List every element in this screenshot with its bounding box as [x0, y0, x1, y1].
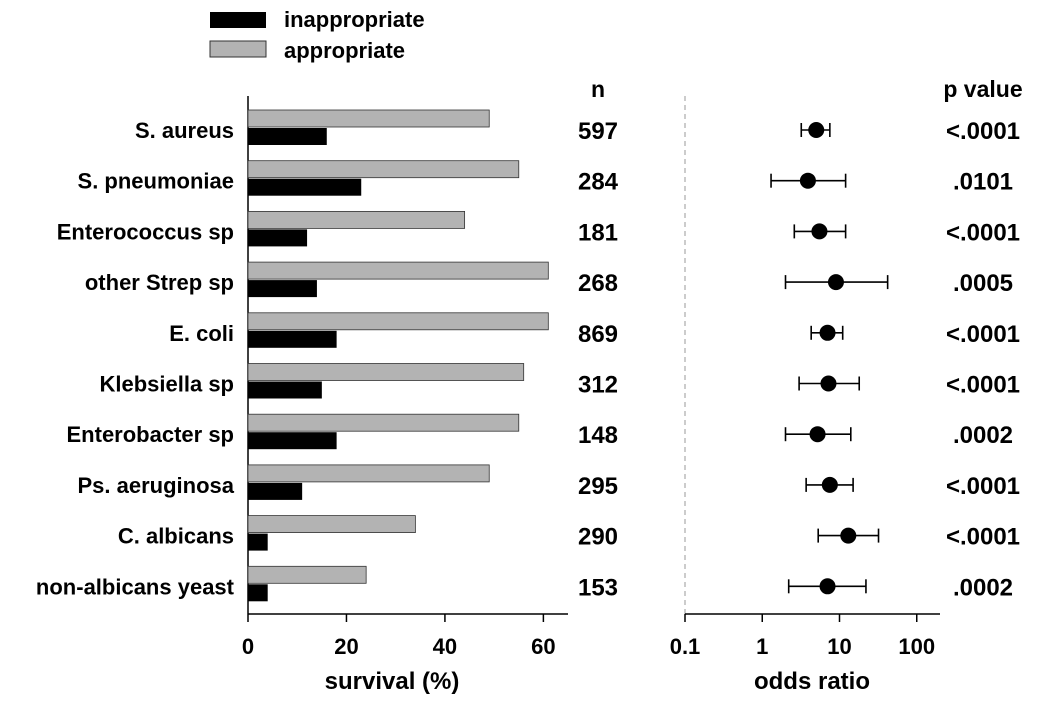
row: E. coli 869 <.0001	[169, 312, 1020, 348]
legend-label-inappropriate: inappropriate	[284, 7, 425, 32]
legend-label-appropriate: appropriate	[284, 38, 405, 63]
category-label: Enterobacter sp	[67, 422, 235, 447]
bar-inappropriate	[248, 330, 337, 348]
rows: S. aureus 597 <.0001 S. pneumoniae 284 .0101 E…	[36, 109, 1020, 602]
bar-appropriate	[247, 363, 525, 381]
row: Klebsiella sp 312 <.0001	[99, 363, 1020, 399]
n-value: 284	[578, 169, 619, 196]
category-label: E. coli	[169, 321, 234, 346]
category-label: non-albicans yeast	[36, 574, 235, 599]
bar-appropriate	[247, 210, 466, 229]
bar-appropriate	[247, 413, 520, 432]
bar-inappropriate	[248, 482, 303, 500]
category-label: S. pneumoniae	[78, 169, 234, 194]
n-value: 597	[578, 118, 618, 145]
p-value: .0005	[953, 270, 1013, 297]
n-value: 290	[578, 524, 618, 551]
bar-inappropriate	[248, 533, 268, 551]
p-value: <.0001	[946, 118, 1020, 145]
p-value-header: p value	[943, 76, 1022, 102]
odds-ratio-point	[808, 122, 825, 138]
p-value: .0002	[953, 574, 1013, 601]
legend-swatch-inappropriate	[210, 12, 266, 28]
row: C. albicans 290 <.0001	[118, 515, 1020, 551]
row: S. aureus 597 <.0001	[135, 109, 1020, 145]
n-value: 312	[578, 372, 618, 399]
category-label: S. aureus	[135, 118, 234, 143]
bar-appropriate	[247, 109, 490, 128]
odds-ratio-point	[819, 578, 836, 595]
bar-x-tick-label: 20	[334, 634, 358, 659]
p-value: .0002	[953, 422, 1013, 449]
p-value: <.0001	[946, 321, 1020, 348]
odds-ratio-point	[819, 324, 836, 341]
row: Enterococcus sp 181 <.0001	[57, 210, 1020, 247]
p-value: <.0001	[946, 473, 1020, 500]
n-header: n	[591, 76, 605, 102]
odds-ratio-point	[827, 274, 844, 291]
forest-x-tick-label: 100	[898, 634, 935, 659]
n-value: 148	[578, 422, 618, 449]
odds-ratio-point	[811, 223, 828, 240]
category-label: Ps. aeruginosa	[77, 473, 234, 498]
odds-ratio-point	[820, 375, 837, 392]
bar-inappropriate	[248, 229, 308, 247]
n-value: 869	[578, 321, 618, 348]
row: S. pneumoniae 284 .0101	[78, 160, 1013, 196]
odds-ratio-point	[840, 527, 857, 544]
n-value: 153	[578, 574, 618, 601]
bar-inappropriate	[248, 128, 327, 145]
category-label: other Strep sp	[85, 270, 234, 295]
n-value: 181	[578, 219, 618, 246]
n-value: 268	[578, 270, 618, 297]
bar-appropriate	[247, 312, 549, 331]
bar-x-ticks: 0 20 40 60	[242, 614, 556, 659]
forest-x-tick-label: 10	[827, 634, 851, 659]
category-label: Klebsiella sp	[99, 372, 234, 397]
legend-swatch-appropriate	[209, 40, 267, 58]
odds-ratio-point	[821, 476, 838, 493]
forest-x-ticks: 0.1 1 10 100	[670, 614, 935, 659]
bar-inappropriate	[248, 280, 317, 298]
legend: inappropriate appropriate	[209, 7, 425, 63]
category-label: C. albicans	[118, 524, 234, 549]
forest-x-tick-label: 0.1	[670, 634, 701, 659]
p-value: <.0001	[946, 524, 1020, 551]
row: Ps. aeruginosa 295 <.0001	[77, 464, 1020, 500]
bar-x-tick-label: 40	[433, 634, 457, 659]
row: non-albicans yeast 153 .0002	[36, 565, 1013, 602]
row: Enterobacter sp 148 .0002	[67, 413, 1013, 450]
p-value: .0101	[953, 169, 1013, 196]
bar-x-tick-label: 60	[531, 634, 555, 659]
n-value: 295	[578, 473, 618, 500]
category-label: Enterococcus sp	[57, 219, 234, 244]
bar-appropriate	[247, 515, 416, 533]
bar-x-axis-label: survival (%)	[325, 668, 460, 695]
bar-appropriate	[247, 261, 549, 280]
row: other Strep sp 268 .0005	[85, 261, 1013, 298]
bar-inappropriate	[248, 381, 322, 399]
bar-inappropriate	[248, 584, 268, 602]
odds-ratio-point	[809, 426, 826, 443]
bar-appropriate	[247, 565, 367, 584]
bar-appropriate	[247, 464, 490, 483]
forest-x-axis-label: odds ratio	[754, 668, 870, 695]
p-value: <.0001	[946, 219, 1020, 246]
bar-x-tick-label: 0	[242, 634, 254, 659]
bar-inappropriate	[248, 432, 337, 450]
odds-ratio-point	[799, 172, 816, 189]
forest-x-tick-label: 1	[756, 634, 768, 659]
p-value: <.0001	[946, 372, 1020, 399]
bar-inappropriate	[248, 178, 362, 196]
bar-appropriate	[247, 160, 520, 179]
